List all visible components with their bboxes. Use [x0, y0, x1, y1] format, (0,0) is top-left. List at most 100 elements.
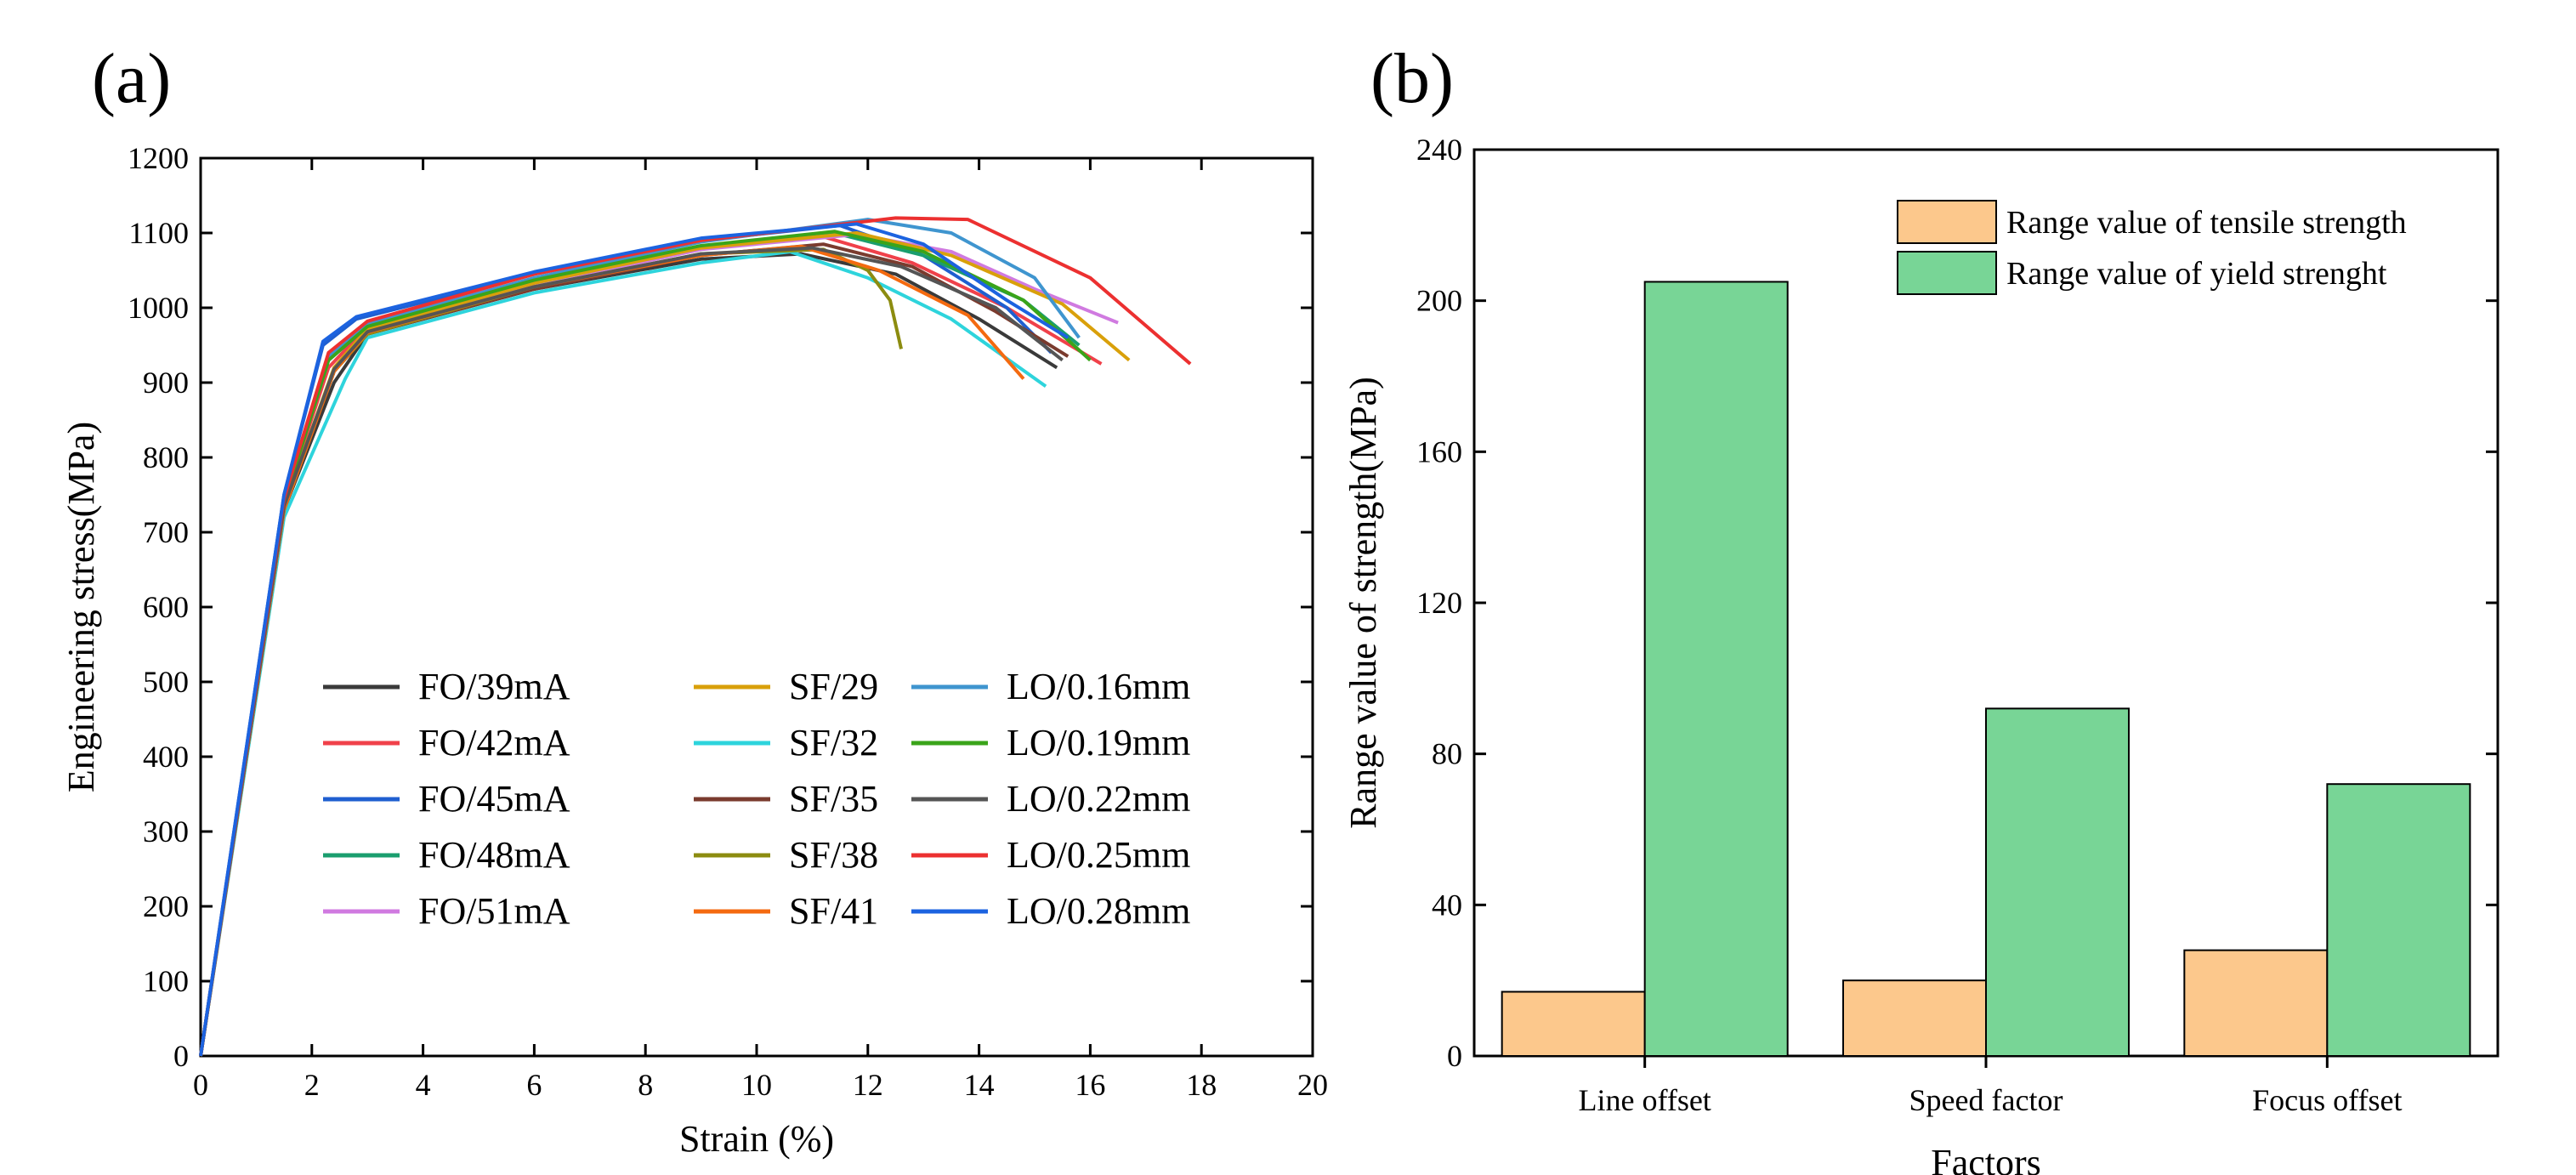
panel-a-x-tick-label: 18 [1186, 1068, 1217, 1102]
legend-label: LO/0.22mm [1007, 778, 1190, 820]
legend-entry-sf-29: SF/29 [694, 666, 878, 707]
panel-a-y-tick-label: 600 [143, 590, 189, 624]
panel-a-x-axis-title: Strain (%) [679, 1118, 834, 1160]
legend-label: FO/45mA [418, 778, 570, 820]
panel-b-y-axis-title: Range value of strength(MPa) [1342, 377, 1384, 829]
legend-label: Range value of yield strenght [2006, 256, 2387, 292]
panel-a-y-tick-label: 400 [143, 740, 189, 774]
legend-label: LO/0.19mm [1007, 722, 1190, 763]
legend-entry-sf-35: SF/35 [694, 778, 878, 820]
legend-entry-lo-0-22mm: LO/0.22mm [911, 778, 1190, 820]
series-line-lo-0-19mm [199, 230, 1092, 1057]
series-line-lo-0-22mm [199, 246, 1064, 1057]
panel-a-y-tick-label: 1000 [128, 291, 189, 325]
category-label-speed-factor: Speed factor [1909, 1083, 2063, 1117]
panel-a-y-tick-label: 800 [143, 440, 189, 474]
legend-entry-lo-0-28mm: LO/0.28mm [911, 890, 1190, 932]
series-line-fo-39ma [199, 252, 1058, 1057]
panel-a-y-tick-label: 300 [143, 815, 189, 849]
bar-speed-factor-tensile [1842, 979, 1987, 1057]
legend-label: LO/0.25mm [1007, 834, 1190, 876]
panel-a-x-tick-label: 10 [741, 1068, 772, 1102]
panel-a-y-tick-label: 500 [143, 665, 189, 699]
series-line-lo-0-16mm [199, 218, 1081, 1057]
legend-label: SF/35 [789, 778, 878, 820]
legend-entry-tensile: Range value of tensile strength [1897, 200, 2407, 244]
panel-a-y-tick-label: 100 [143, 964, 189, 998]
panel-b-bars [1501, 281, 2471, 1058]
panel-b-y-tick-label: 40 [1432, 888, 1462, 922]
panel-b-y-tick-label: 200 [1416, 284, 1462, 318]
series-line-lo-0-25mm [199, 216, 1192, 1057]
legend-entry-fo-51ma: FO/51mA [323, 890, 570, 932]
bar-focus-offset-tensile [2183, 949, 2329, 1057]
panel-a-y-tick-label: 200 [143, 889, 189, 923]
bar-line-offset-tensile [1501, 991, 1646, 1058]
panel-a-x-tick-label: 2 [304, 1068, 320, 1102]
bar-focus-offset-yield [2326, 783, 2471, 1057]
legend-swatch [1897, 200, 1997, 244]
panel-b-y-tick-label: 0 [1447, 1039, 1462, 1073]
panel-a-y-tick-label: 900 [143, 366, 189, 400]
legend-entry-sf-41: SF/41 [694, 890, 878, 932]
panel-b-y-tick-label: 160 [1416, 434, 1462, 468]
panel-a-x-tick-label: 20 [1297, 1068, 1328, 1102]
legend-entry-fo-42ma: FO/42mA [323, 722, 570, 763]
legend-entry-lo-0-25mm: LO/0.25mm [911, 834, 1190, 876]
legend-label: LO/0.28mm [1007, 890, 1190, 932]
panel-b-y-tick-label: 80 [1432, 737, 1462, 771]
legend-entry-lo-0-16mm: LO/0.16mm [911, 666, 1190, 707]
legend-entry-fo-39ma: FO/39mA [323, 666, 570, 707]
legend-label: Range value of tensile strength [2006, 205, 2407, 241]
legend-label: SF/29 [789, 666, 878, 707]
panel-b-y-tick-label: 120 [1416, 586, 1462, 620]
legend-label: SF/38 [789, 834, 878, 876]
panel-a-x-tick-label: 14 [964, 1068, 995, 1102]
panel-a-y-tick-label: 0 [173, 1039, 189, 1073]
legend-label: FO/42mA [418, 722, 570, 763]
series-line-fo-42ma [199, 235, 1103, 1057]
legend-label: FO/48mA [418, 834, 570, 876]
series-line-fo-45ma [199, 224, 1053, 1057]
panel-b-ticks: 0 40 80 120 160 200 240 Line offset Speed factor… [1416, 133, 2498, 1117]
panel-a-series-lines [199, 216, 1192, 1057]
legend-entry-sf-38: SF/38 [694, 834, 878, 876]
panel-a-line-chart: 0 2 4 6 8 10 12 14 16 18 2001002003004005006007008… [60, 141, 1328, 1160]
bar-speed-factor-yield [1985, 707, 2130, 1057]
legend-label: SF/32 [789, 722, 878, 763]
panel-a-ticks: 0 2 4 6 8 10 12 14 16 18 2001002003004005006007008… [128, 141, 1328, 1102]
series-line-sf-38 [199, 247, 903, 1057]
panel-b-label: (b) [1370, 39, 1454, 118]
category-label-focus-offset: Focus offset [2252, 1083, 2402, 1117]
legend-entry-fo-45ma: FO/45mA [323, 778, 570, 820]
panel-a-x-tick-label: 4 [416, 1068, 431, 1102]
panel-a-y-tick-label: 1100 [128, 216, 189, 250]
panel-a-x-tick-label: 16 [1075, 1068, 1105, 1102]
panel-a-x-tick-label: 8 [638, 1068, 653, 1102]
panel-a-x-tick-label: 0 [193, 1068, 208, 1102]
legend-label: SF/41 [789, 890, 878, 932]
legend-label: FO/51mA [418, 890, 570, 932]
panel-a-y-tick-label: 700 [143, 515, 189, 549]
panel-a-x-tick-label: 6 [526, 1068, 542, 1102]
legend-entry-lo-0-19mm: LO/0.19mm [911, 722, 1190, 763]
legend-label: FO/39mA [418, 666, 570, 707]
legend-label: LO/0.16mm [1007, 666, 1190, 707]
series-line-sf-32 [199, 250, 1047, 1057]
legend-entry-sf-32: SF/32 [694, 722, 878, 763]
legend-swatch [1897, 251, 1997, 295]
panel-b-x-axis-title: Factors [1931, 1142, 2041, 1175]
panel-b-bar-chart: 0 40 80 120 160 200 240 Line offset Speed factor… [1342, 133, 2499, 1175]
category-label-line-offset: Line offset [1579, 1083, 1711, 1117]
panel-b-legend: Range value of tensile strength Range val… [1897, 200, 2407, 295]
panel-a-y-tick-label: 1200 [128, 141, 189, 175]
panel-a-legend: FO/39mA FO/42mA FO/45mA FO/48mA FO/51mA SF/29… [323, 666, 1190, 932]
bar-line-offset-yield [1643, 281, 1789, 1058]
panel-a-label: (a) [92, 39, 171, 118]
legend-entry-fo-48ma: FO/48mA [323, 834, 570, 876]
panel-a-x-tick-label: 12 [853, 1068, 883, 1102]
panel-b-y-tick-label: 240 [1416, 133, 1462, 167]
legend-entry-yield: Range value of yield strenght [1897, 251, 2387, 295]
series-line-lo-0-28mm [199, 222, 1070, 1057]
